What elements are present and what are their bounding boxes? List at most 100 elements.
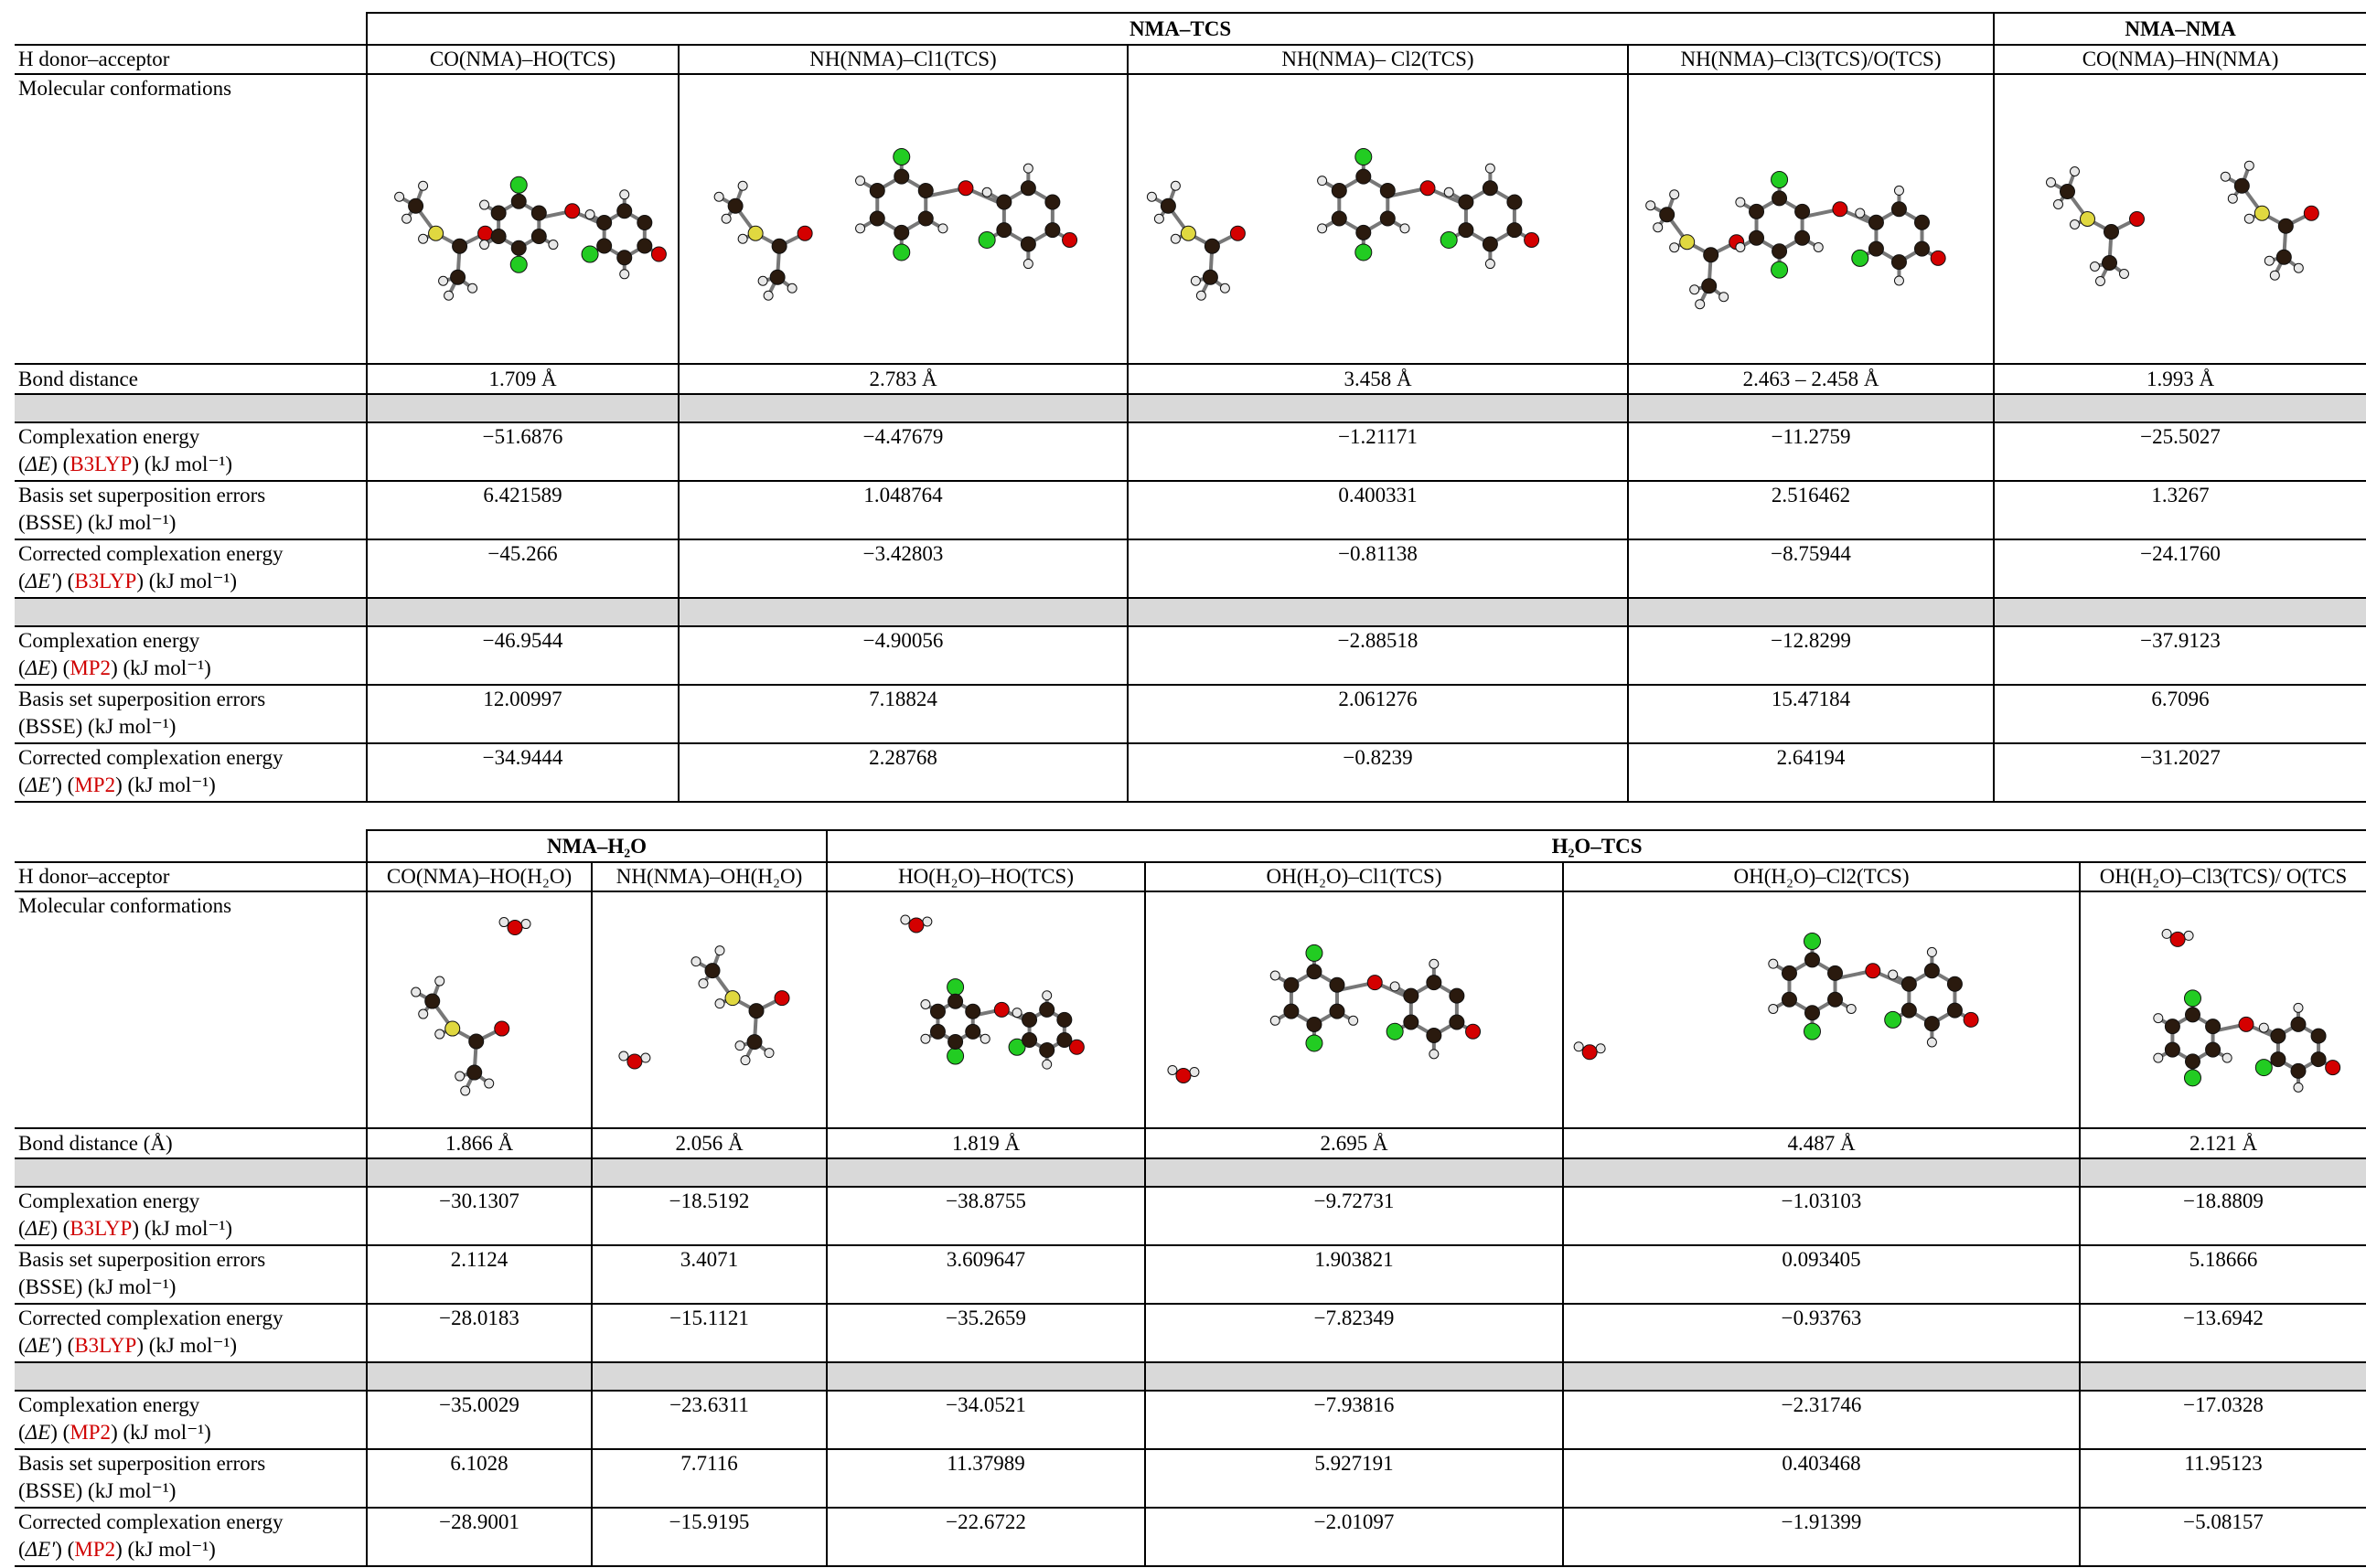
value-cell: −35.0029 <box>367 1391 592 1449</box>
atom <box>2130 212 2145 227</box>
conformation-row: Molecular conformations <box>15 74 2366 364</box>
atom <box>1772 172 1788 188</box>
atom <box>1306 1035 1322 1051</box>
atom <box>930 1024 945 1039</box>
value-cell: −1.91399 <box>1563 1508 2080 1566</box>
atom <box>1349 1016 1358 1025</box>
value-cell: −1.21171 <box>1128 422 1628 481</box>
value-cell: −46.9544 <box>367 626 679 685</box>
conformation-cell <box>679 74 1128 364</box>
separator-row <box>15 598 2366 626</box>
column-header: CO(NMA)–HN(NMA) <box>1994 45 2366 74</box>
atom <box>1220 283 1229 293</box>
value-cell: −22.6722 <box>827 1508 1145 1566</box>
atom <box>402 214 412 223</box>
atom <box>1023 260 1033 269</box>
separator-cell <box>592 1158 827 1187</box>
group-header: H₂O–TCS <box>827 830 2366 862</box>
atom <box>419 234 428 243</box>
atom <box>2185 1070 2201 1086</box>
atom <box>1459 195 1473 209</box>
atom <box>997 223 1012 238</box>
conformation-cell <box>367 891 592 1128</box>
atom <box>1440 231 1457 248</box>
atom <box>395 192 404 201</box>
separator-cell <box>1145 1158 1563 1187</box>
atom <box>469 1034 484 1049</box>
atom <box>2311 1052 2326 1067</box>
atom <box>1507 195 1522 209</box>
label-line: Complexation energy <box>18 425 199 448</box>
atom <box>1190 1067 1199 1076</box>
value-cell: −23.6311 <box>592 1391 827 1449</box>
atom <box>499 918 509 927</box>
value-cell: 6.421589 <box>367 481 679 539</box>
atom <box>451 270 466 284</box>
column-header: HO(H₂O)–HO(TCS) <box>827 862 1145 891</box>
atom <box>938 224 947 233</box>
separator-row <box>15 394 2366 422</box>
row-label: H donor–acceptor <box>15 45 367 74</box>
atom <box>1063 232 1077 247</box>
molecule-fragment <box>395 181 493 300</box>
atom <box>1885 1011 1901 1028</box>
label-part: ( <box>18 453 26 475</box>
atom <box>1390 982 1399 991</box>
value-cell: 1.903821 <box>1145 1245 1563 1304</box>
atom <box>1680 235 1695 250</box>
atom <box>997 195 1012 209</box>
atom <box>2096 277 2105 286</box>
atom <box>930 1004 945 1019</box>
atom <box>1330 977 1344 992</box>
value-cell: 2.516462 <box>1628 481 1994 539</box>
atom <box>1404 988 1419 1003</box>
value-cell: −11.2759 <box>1628 422 1994 481</box>
molecule-fragment <box>412 976 509 1095</box>
row-label: Bond distance <box>15 364 367 394</box>
atom <box>901 915 910 924</box>
atom <box>1856 208 1865 218</box>
label-part: ΔE <box>26 1421 51 1444</box>
atom <box>510 176 527 193</box>
data-row: Basis set superposition errors(BSSE) (kJ… <box>15 1245 2366 1304</box>
atom <box>597 216 612 230</box>
molecule-image <box>368 892 591 1127</box>
conformation-cell <box>1145 891 1563 1128</box>
atom <box>429 226 444 240</box>
separator-cell <box>15 1158 367 1187</box>
atom <box>705 964 720 978</box>
atom <box>521 920 530 929</box>
separator-cell <box>592 1362 827 1391</box>
atom <box>549 240 558 250</box>
label-line: Basis set superposition errors <box>18 1248 265 1271</box>
atom <box>1483 181 1497 196</box>
value-cell: −37.9123 <box>1994 626 2366 685</box>
value-cell: −31.2027 <box>1994 743 2366 802</box>
separator-cell <box>1145 1362 1563 1391</box>
data-row: Complexation energy(ΔE) (MP2) (kJ mol⁻¹)… <box>15 1391 2366 1449</box>
label-line: Complexation energy <box>18 1189 199 1212</box>
page: NMA–TCSNMA–NMAH donor–acceptorCO(NMA)–HO… <box>0 0 2366 1568</box>
label-part: (BSSE) (kJ mol⁻¹) <box>18 511 176 534</box>
atom <box>480 240 489 250</box>
atom <box>1795 230 1810 245</box>
atom <box>531 229 546 244</box>
atom <box>2206 1042 2221 1057</box>
molecule-image <box>1146 892 1562 1127</box>
label-part: ΔE′ <box>26 1538 56 1561</box>
atom <box>1924 1017 1939 1031</box>
label-line: Complexation energy <box>18 1393 199 1416</box>
value-cell: −9.72731 <box>1145 1187 1563 1245</box>
value-cell: 7.18824 <box>679 685 1128 743</box>
atom <box>1057 1033 1072 1048</box>
atom <box>1367 976 1382 990</box>
atom <box>1804 1023 1821 1040</box>
value-cell: −51.6876 <box>367 422 679 481</box>
label-part: MP2 <box>70 1421 111 1444</box>
atom <box>2071 220 2080 229</box>
atom <box>1306 944 1322 961</box>
atom <box>1852 250 1868 266</box>
separator-cell <box>1128 598 1628 626</box>
label-part: ΔE′ <box>26 773 56 796</box>
